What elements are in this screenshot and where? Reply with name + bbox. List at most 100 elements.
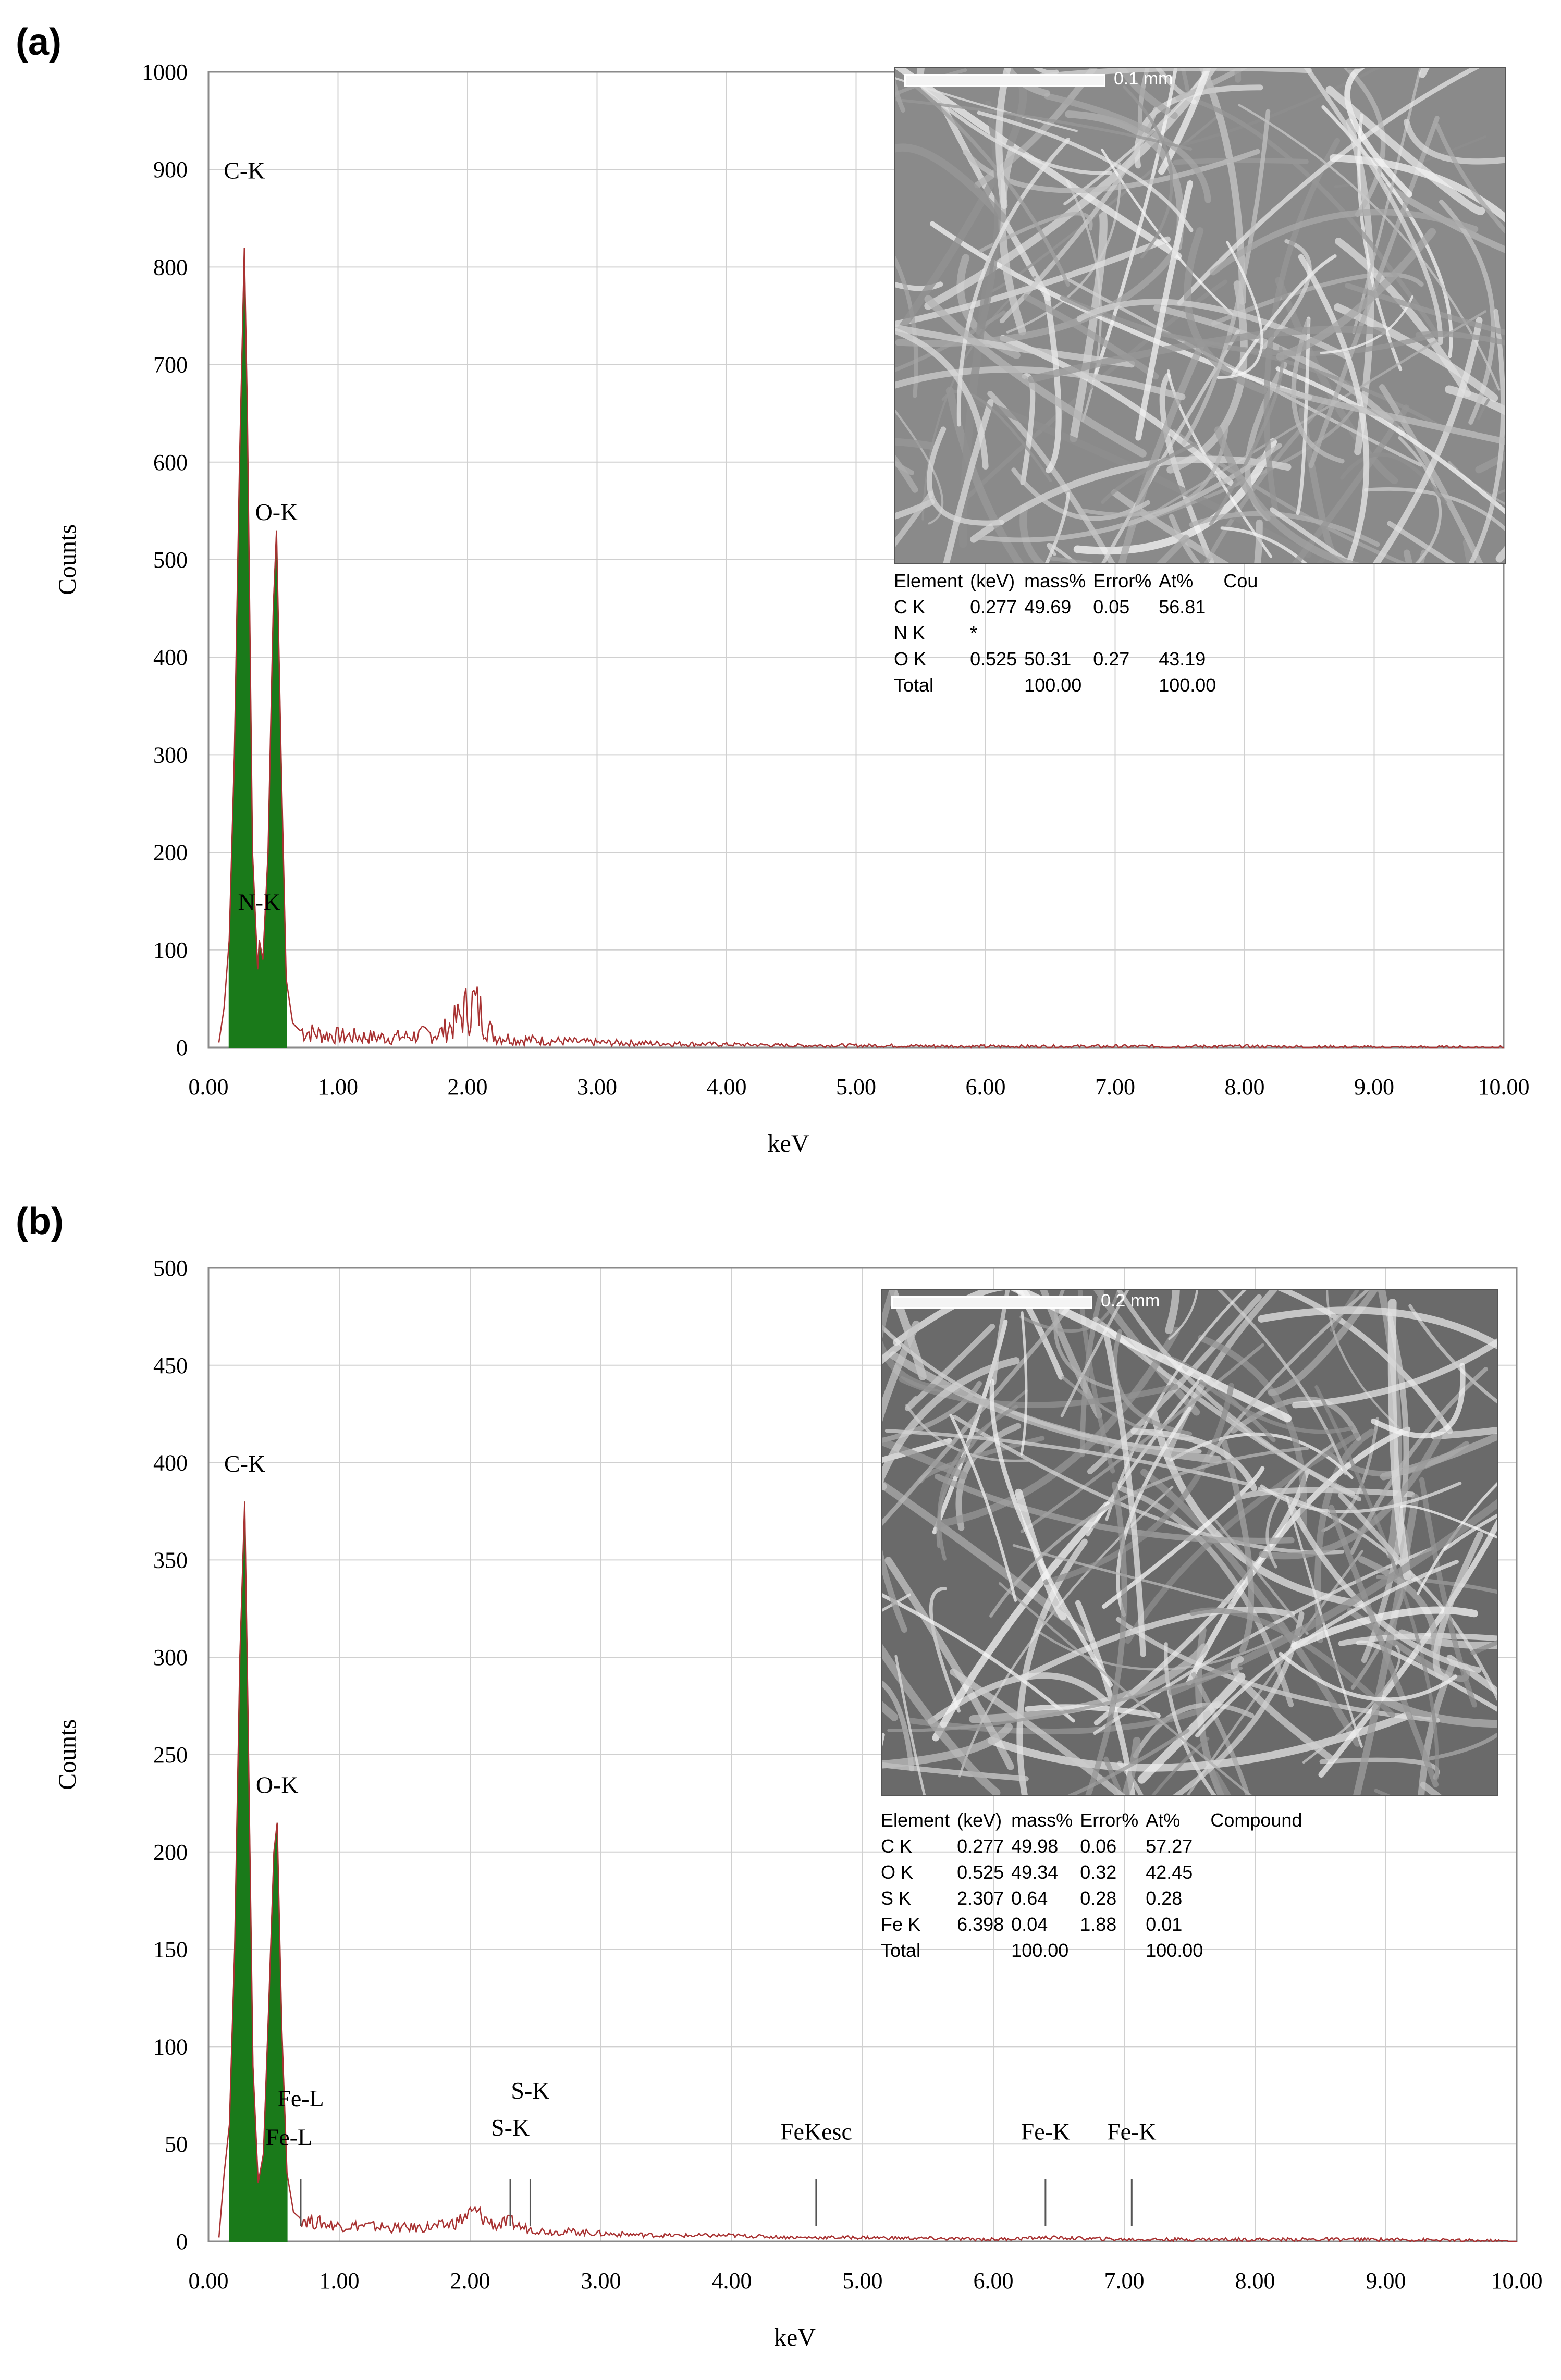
y-tick-label: 150 bbox=[153, 1937, 188, 1963]
table-cell bbox=[1210, 1833, 1309, 1859]
fiber bbox=[895, 490, 934, 548]
fiber bbox=[1415, 331, 1505, 346]
peak-label: C-K bbox=[224, 1450, 265, 1477]
fiber bbox=[1417, 1482, 1497, 1595]
fiber bbox=[1209, 346, 1284, 526]
panel-label: (b) bbox=[16, 1201, 64, 1242]
fiber bbox=[895, 249, 1178, 347]
table-cell: Total bbox=[894, 674, 934, 696]
fiber bbox=[1427, 1732, 1497, 1761]
fiber bbox=[887, 1667, 1243, 1732]
fiber bbox=[895, 236, 1171, 327]
table-cell: 6.398 bbox=[957, 1914, 1004, 1935]
table-header: Error% bbox=[1093, 570, 1152, 591]
x-tick-label: 9.00 bbox=[1354, 1074, 1394, 1100]
y-tick-label: 200 bbox=[153, 1840, 188, 1865]
x-axis-title: keV bbox=[774, 2324, 816, 2351]
table-cell bbox=[1080, 1938, 1146, 1964]
y-tick-label: 250 bbox=[153, 1742, 188, 1768]
table-cell: 100.00 bbox=[1011, 1940, 1069, 1961]
table-cell bbox=[1223, 620, 1265, 646]
table-cell: 0.277 bbox=[957, 1835, 1004, 1857]
fiber bbox=[950, 1668, 1126, 1795]
fiber bbox=[1352, 68, 1422, 334]
fiber bbox=[1115, 1617, 1440, 1723]
fiber bbox=[1043, 93, 1211, 203]
fiber bbox=[1045, 492, 1071, 563]
fiber bbox=[987, 1711, 1411, 1772]
fiber bbox=[961, 279, 1228, 503]
fiber bbox=[1040, 1290, 1102, 1419]
fiber bbox=[1015, 1290, 1064, 1380]
fiber bbox=[1216, 240, 1263, 379]
fiber bbox=[1199, 1379, 1354, 1434]
fiber bbox=[1397, 436, 1442, 563]
table-row: C K 0.277 49.69 0.05 56.81 bbox=[894, 594, 1265, 620]
fiber bbox=[895, 143, 1008, 223]
table-cell: 0.32 bbox=[1080, 1861, 1117, 1883]
fiber bbox=[1274, 387, 1505, 445]
scale-bar-label: 0.1 mm bbox=[1114, 69, 1173, 89]
fiber bbox=[882, 1296, 1079, 1527]
y-tick-label: 900 bbox=[153, 157, 188, 182]
table-cell bbox=[1210, 1912, 1309, 1938]
fiber bbox=[1027, 325, 1386, 383]
fiber bbox=[1043, 1383, 1234, 1585]
fiber bbox=[1112, 1329, 1193, 1436]
scale-bar-label: 0.2 mm bbox=[1101, 1291, 1160, 1311]
fiber bbox=[1398, 1629, 1497, 1649]
fiber bbox=[882, 1290, 907, 1633]
fiber bbox=[1012, 1544, 1233, 1605]
x-tick-label: 3.00 bbox=[581, 2268, 621, 2293]
table-row: S K 2.307 0.64 0.28 0.28 bbox=[881, 1885, 1309, 1912]
fiber bbox=[1033, 68, 1059, 75]
fiber bbox=[989, 1379, 1113, 1687]
fiber bbox=[1103, 1333, 1146, 1657]
y-tick-label: 200 bbox=[153, 840, 188, 866]
fiber bbox=[895, 254, 918, 398]
eds-results-table-a: Element (keV) mass% Error% At% Cou C K 0… bbox=[894, 568, 1265, 698]
fiber bbox=[979, 212, 1093, 253]
eds-results-table-b: Element (keV) mass% Error% At% Compound … bbox=[881, 1807, 1309, 1964]
fiber bbox=[1168, 1499, 1497, 1696]
scale-bar bbox=[891, 1296, 1092, 1309]
fiber bbox=[1111, 489, 1229, 563]
fiber bbox=[1296, 316, 1311, 515]
fiber bbox=[1468, 309, 1505, 563]
fiber bbox=[895, 499, 935, 520]
fiber bbox=[1370, 1363, 1466, 1439]
y-tick-label: 50 bbox=[165, 2131, 188, 2157]
fiber bbox=[1291, 1606, 1478, 1650]
table-cell: 0.06 bbox=[1080, 1835, 1117, 1857]
table-cell: O K bbox=[881, 1861, 914, 1883]
y-tick-label: 0 bbox=[176, 1035, 188, 1060]
fiber bbox=[1209, 1290, 1371, 1458]
y-tick-label: 100 bbox=[153, 2034, 188, 2060]
peak-label: S-K bbox=[491, 2114, 530, 2141]
spectrum-trace bbox=[218, 1501, 1517, 2243]
fiber bbox=[1304, 68, 1443, 346]
table-cell: 100.00 bbox=[1146, 1940, 1203, 1961]
fiber bbox=[1432, 1532, 1483, 1681]
fiber bbox=[882, 1762, 1029, 1782]
fiber bbox=[1153, 304, 1406, 437]
fiber bbox=[882, 1680, 915, 1772]
fiber bbox=[1195, 1559, 1459, 1738]
fiber bbox=[1443, 1513, 1497, 1551]
fiber bbox=[1220, 526, 1307, 563]
fiber bbox=[1326, 1290, 1401, 1429]
table-row: Fe K 6.398 0.04 1.88 0.01 bbox=[881, 1912, 1309, 1938]
y-tick-label: 700 bbox=[153, 352, 188, 378]
fiber bbox=[1093, 1546, 1434, 1735]
fiber bbox=[1004, 68, 1050, 97]
x-tick-label: 8.00 bbox=[1235, 2268, 1275, 2293]
fiber bbox=[1066, 1729, 1190, 1795]
fiber bbox=[1116, 1406, 1192, 1617]
table-cell bbox=[957, 1938, 1011, 1964]
fiber bbox=[941, 390, 1052, 483]
y-tick-label: 0 bbox=[176, 2229, 188, 2254]
fiber bbox=[1435, 122, 1505, 234]
table-cell: 0.525 bbox=[970, 648, 1017, 670]
x-tick-label: 3.00 bbox=[577, 1074, 617, 1100]
table-header: mass% bbox=[1011, 1809, 1073, 1831]
